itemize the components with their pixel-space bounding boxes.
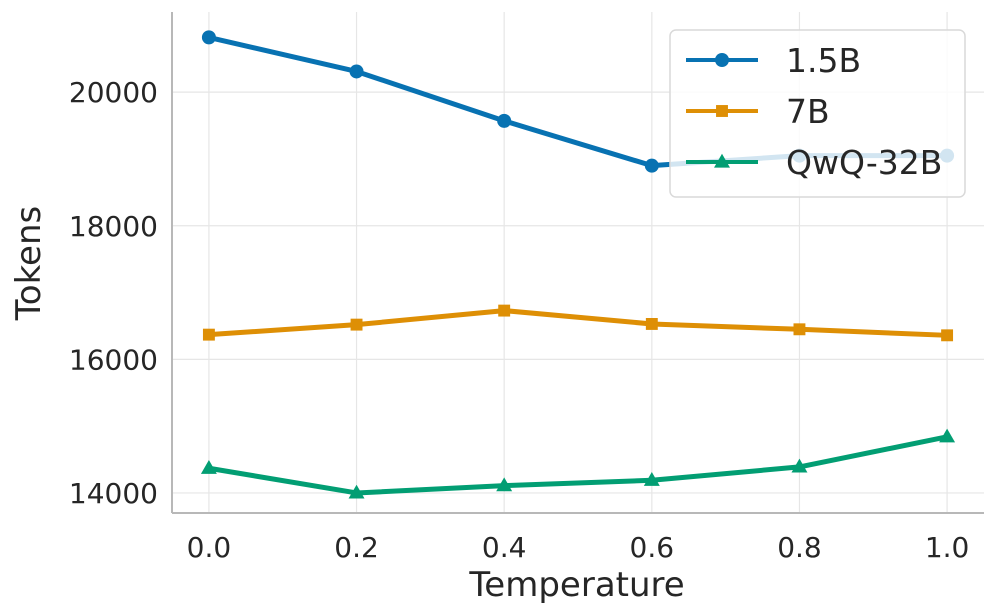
data-point-triangle (348, 484, 365, 499)
y-tick-label: 16000 (69, 343, 158, 376)
data-point-circle (201, 30, 216, 45)
x-tick-label: 0.2 (334, 531, 379, 564)
data-point-square (941, 329, 954, 342)
x-axis-title: Temperature (468, 565, 684, 605)
data-point-square (645, 318, 658, 330)
legend-item: 7B (686, 92, 830, 131)
y-tick-labels: 14000 16000 18000 20000 (69, 76, 158, 510)
series-qwq-32b (200, 428, 956, 499)
axes (171, 12, 984, 514)
data-point-square (498, 304, 511, 317)
legend-label: 1.5B (786, 41, 861, 80)
data-point-square (202, 328, 215, 341)
data-point-triangle (200, 459, 217, 474)
legend-item: QwQ-32B (686, 143, 942, 182)
data-point-circle (349, 64, 364, 79)
data-point-circle (715, 53, 729, 67)
data-point-triangle (496, 477, 513, 492)
x-tick-label: 0.0 (187, 531, 232, 564)
x-tick-label: 0.6 (630, 531, 675, 564)
x-tick-labels: 0.0 0.2 0.4 0.6 0.8 1.0 (187, 531, 970, 564)
y-tick-label: 14000 (69, 477, 158, 510)
legend-box (669, 29, 966, 198)
legend: 1.5B 7B QwQ-32B (669, 29, 966, 198)
data-point-triangle (939, 428, 956, 443)
y-tick-label: 20000 (69, 76, 158, 109)
data-point-triangle (791, 458, 808, 473)
x-tick-label: 0.8 (777, 531, 822, 564)
data-point-triangle (714, 153, 730, 168)
series-line (206, 434, 950, 496)
data-point-square (716, 105, 728, 117)
series-line (206, 308, 950, 338)
data-point-circle (644, 158, 659, 173)
x-tick-label: 1.0 (925, 531, 970, 564)
x-tick-label: 0.4 (482, 531, 527, 564)
series-7b (202, 304, 954, 342)
legend-label: QwQ-32B (786, 143, 942, 182)
data-point-square (793, 323, 806, 336)
data-point-square (350, 318, 363, 331)
y-axis-title: Tokens (9, 206, 49, 321)
legend-item: 1.5B (686, 41, 861, 80)
legend-label: 7B (786, 92, 830, 131)
data-point-circle (497, 113, 512, 128)
data-point-triangle (643, 472, 660, 486)
y-tick-label: 18000 (69, 210, 158, 243)
